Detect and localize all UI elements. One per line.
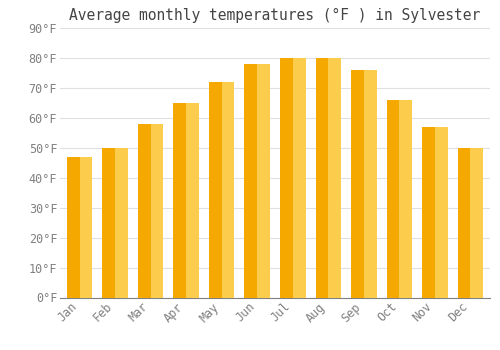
Bar <box>364 70 376 298</box>
Title: Average monthly temperatures (°F ) in Sylvester: Average monthly temperatures (°F ) in Sy… <box>70 8 480 23</box>
Bar <box>150 124 164 298</box>
Bar <box>470 148 483 298</box>
Bar <box>280 58 305 298</box>
Bar <box>80 157 92 298</box>
Bar <box>422 127 448 298</box>
Bar <box>138 124 164 298</box>
Bar <box>102 148 128 298</box>
Bar <box>244 64 270 298</box>
Bar <box>174 103 199 298</box>
Bar <box>67 157 92 298</box>
Bar <box>186 103 199 298</box>
Bar <box>209 82 234 298</box>
Bar <box>328 58 341 298</box>
Bar <box>257 64 270 298</box>
Bar <box>351 70 376 298</box>
Bar <box>435 127 448 298</box>
Bar <box>316 58 341 298</box>
Bar <box>293 58 306 298</box>
Bar <box>222 82 234 298</box>
Bar <box>386 100 412 297</box>
Bar <box>458 148 483 298</box>
Bar <box>115 148 128 298</box>
Bar <box>400 100 412 297</box>
